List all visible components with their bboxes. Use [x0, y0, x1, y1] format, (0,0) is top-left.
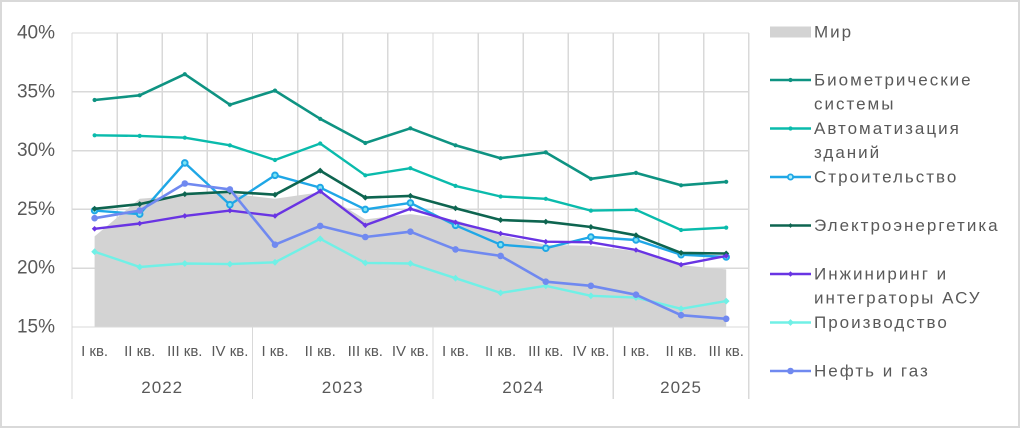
svg-text:Производство: Производство: [814, 313, 949, 332]
svg-text:20%: 20%: [17, 258, 55, 279]
svg-text:I кв.: I кв.: [442, 343, 469, 360]
svg-text:Автоматизация: Автоматизация: [814, 119, 961, 138]
svg-text:IV кв.: IV кв.: [572, 343, 609, 360]
svg-text:II кв.: II кв.: [665, 343, 696, 360]
svg-text:III кв.: III кв.: [167, 343, 202, 360]
svg-text:III кв.: III кв.: [709, 343, 744, 360]
svg-text:II кв.: II кв.: [124, 343, 155, 360]
svg-text:интеграторы АСУ: интеграторы АСУ: [814, 289, 982, 308]
svg-text:Биометрические: Биометрические: [814, 71, 973, 90]
svg-text:I кв.: I кв.: [261, 343, 288, 360]
svg-text:Нефть и газ: Нефть и газ: [814, 362, 930, 381]
svg-text:III кв.: III кв.: [528, 343, 563, 360]
svg-text:Инжиниринг и: Инжиниринг и: [814, 265, 948, 284]
svg-text:2023: 2023: [322, 378, 364, 397]
svg-text:2022: 2022: [141, 378, 183, 397]
svg-text:Электроэнергетика: Электроэнергетика: [814, 216, 1000, 235]
svg-text:системы: системы: [814, 95, 895, 114]
svg-text:2024: 2024: [502, 378, 544, 397]
svg-text:2025: 2025: [660, 378, 702, 397]
svg-text:Мир: Мир: [814, 23, 853, 42]
svg-text:35%: 35%: [17, 81, 55, 102]
svg-text:III кв.: III кв.: [348, 343, 383, 360]
svg-text:I кв.: I кв.: [622, 343, 649, 360]
svg-text:IV кв.: IV кв.: [392, 343, 429, 360]
svg-text:30%: 30%: [17, 140, 55, 161]
svg-text:I кв.: I кв.: [81, 343, 108, 360]
svg-text:зданий: зданий: [814, 143, 881, 162]
svg-text:25%: 25%: [17, 199, 55, 220]
svg-text:40%: 40%: [17, 23, 55, 44]
svg-text:15%: 15%: [17, 317, 55, 338]
svg-text:II кв.: II кв.: [485, 343, 516, 360]
svg-text:Строительство: Строительство: [814, 168, 958, 187]
svg-text:IV кв.: IV кв.: [211, 343, 248, 360]
svg-text:II кв.: II кв.: [305, 343, 336, 360]
